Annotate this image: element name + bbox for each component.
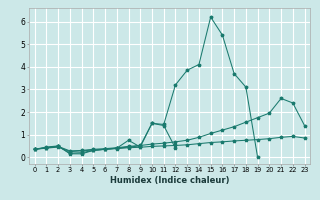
X-axis label: Humidex (Indice chaleur): Humidex (Indice chaleur) <box>110 176 229 185</box>
